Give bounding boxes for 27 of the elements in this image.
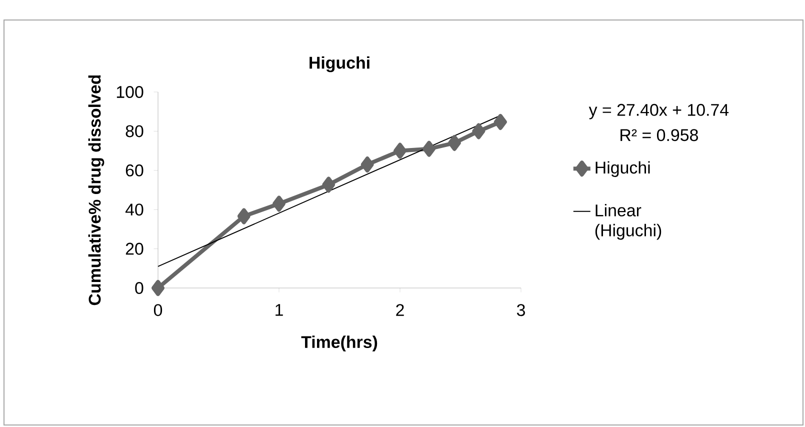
point xyxy=(494,114,507,130)
y-axis-title: Cumulative% drug dissolved xyxy=(88,75,104,306)
point xyxy=(422,140,436,157)
x-tick-label: 2 xyxy=(396,304,404,316)
chart-title: Higuchi xyxy=(310,56,370,72)
point xyxy=(322,176,336,193)
y-tick-label: 0 xyxy=(135,282,144,294)
point xyxy=(360,156,374,173)
x-tick-label: 1 xyxy=(276,304,283,316)
y-tick-label: 100 xyxy=(116,86,144,98)
point xyxy=(472,123,486,140)
y-tick-label: 20 xyxy=(126,242,144,255)
text: R² = 0.958 xyxy=(620,129,698,142)
y-tick-label: 80 xyxy=(126,125,144,138)
point xyxy=(272,196,286,212)
point xyxy=(394,142,407,159)
y-tick-label: 60 xyxy=(126,164,144,176)
point xyxy=(237,208,250,224)
y-tick-label: 40 xyxy=(125,204,144,216)
legend-label: Higuchi xyxy=(596,161,650,177)
point xyxy=(152,280,165,296)
x-tick-label: 0 xyxy=(154,304,162,316)
x-axis-title: Time(hrs) xyxy=(301,336,378,352)
legend-label: Linear (Higuchi) xyxy=(595,204,662,240)
point xyxy=(448,134,461,151)
text: y = 27.40x + 10.74 xyxy=(588,104,729,120)
x-tick-label: 3 xyxy=(516,304,525,316)
